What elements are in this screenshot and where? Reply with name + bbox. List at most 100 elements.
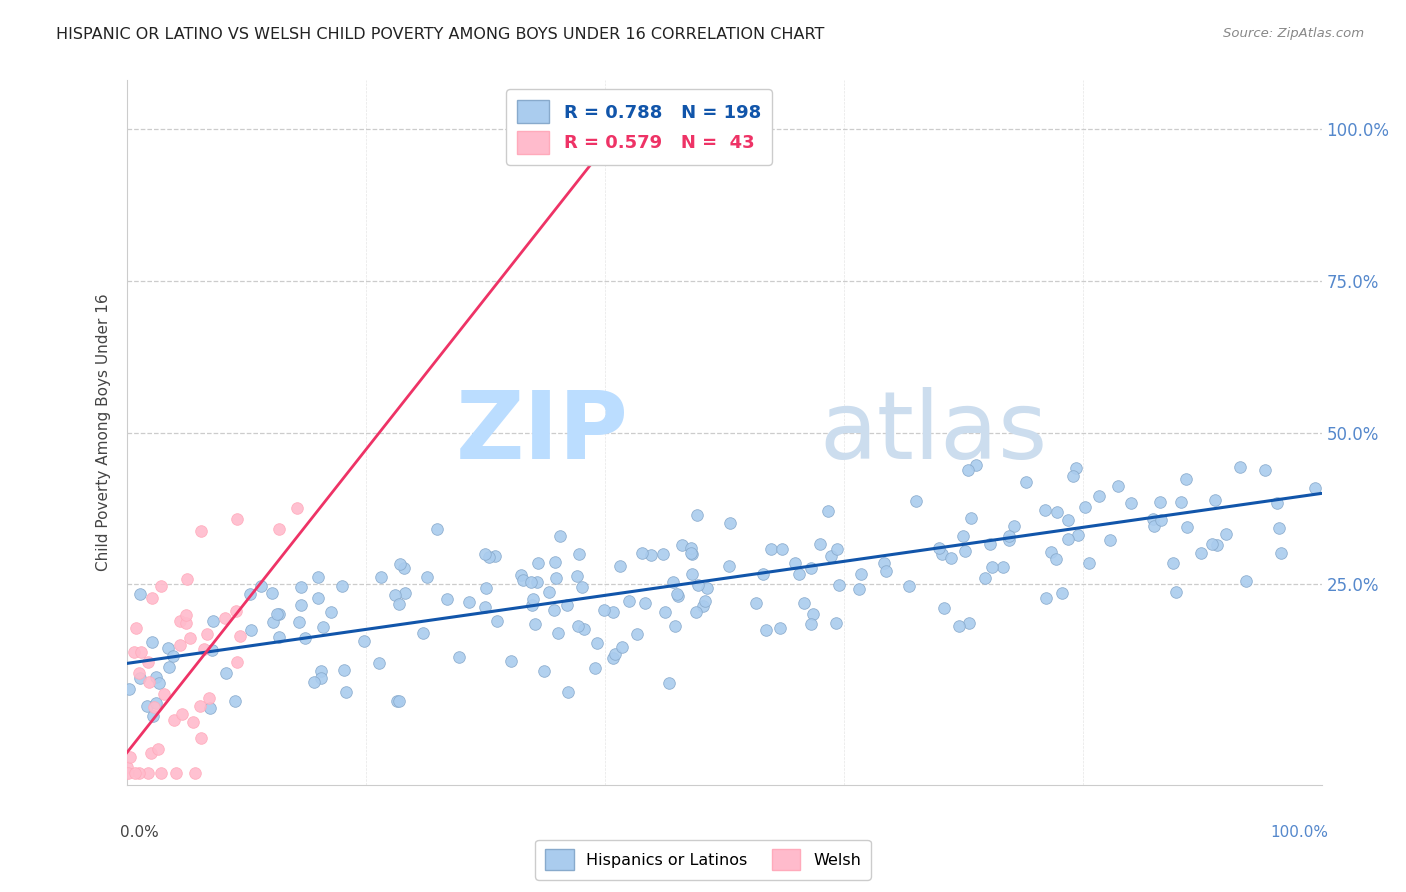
Point — [307, 591, 329, 605]
Point — [148, 676, 170, 690]
Point — [512, 573, 534, 587]
Point — [557, 685, 579, 699]
Point — [769, 621, 792, 635]
Point — [145, 696, 167, 710]
Point — [150, 765, 173, 780]
Point — [117, 765, 139, 780]
Point — [1149, 513, 1171, 527]
Point — [188, 698, 211, 713]
Text: Source: ZipAtlas.com: Source: ZipAtlas.com — [1223, 27, 1364, 40]
Point — [537, 585, 560, 599]
Point — [179, 631, 201, 645]
Point — [793, 596, 815, 610]
Point — [198, 700, 221, 714]
Point — [225, 655, 247, 669]
Point — [1002, 519, 1025, 533]
Point — [665, 587, 688, 601]
Point — [290, 580, 312, 594]
Point — [1170, 494, 1192, 508]
Point — [269, 630, 291, 644]
Point — [193, 641, 215, 656]
Point — [333, 663, 356, 677]
Point — [932, 601, 955, 615]
Point — [1035, 591, 1057, 606]
Point — [634, 596, 657, 610]
Point — [394, 585, 416, 599]
Point — [808, 537, 831, 551]
Point — [965, 458, 987, 473]
Y-axis label: Child Poverty Among Boys Under 16: Child Poverty Among Boys Under 16 — [96, 293, 111, 572]
Point — [385, 694, 408, 708]
Legend: Hispanics or Latinos, Welsh: Hispanics or Latinos, Welsh — [536, 840, 870, 880]
Point — [1077, 556, 1099, 570]
Point — [152, 687, 174, 701]
Point — [201, 642, 224, 657]
Point — [1189, 546, 1212, 560]
Point — [146, 742, 169, 756]
Point — [974, 571, 997, 585]
Point — [905, 494, 928, 508]
Point — [567, 619, 589, 633]
Point — [294, 631, 316, 645]
Point — [162, 649, 184, 664]
Point — [214, 611, 236, 625]
Point — [392, 561, 415, 575]
Point — [957, 616, 980, 631]
Point — [800, 617, 823, 632]
Point — [692, 599, 714, 613]
Point — [1074, 500, 1097, 514]
Point — [979, 537, 1001, 551]
Point — [115, 760, 138, 774]
Point — [654, 605, 676, 619]
Point — [1229, 460, 1251, 475]
Point — [787, 566, 810, 581]
Point — [1046, 505, 1069, 519]
Point — [1201, 536, 1223, 550]
Point — [718, 558, 741, 573]
Point — [136, 765, 159, 780]
Point — [388, 694, 411, 708]
Point — [1161, 556, 1184, 570]
Point — [190, 731, 212, 745]
Point — [141, 635, 163, 649]
Point — [174, 608, 197, 623]
Point — [285, 500, 308, 515]
Point — [800, 561, 823, 575]
Point — [572, 622, 595, 636]
Point — [998, 528, 1021, 542]
Point — [1062, 469, 1084, 483]
Point — [547, 626, 569, 640]
Point — [1206, 538, 1229, 552]
Point — [619, 594, 641, 608]
Point — [1204, 493, 1226, 508]
Point — [546, 571, 568, 585]
Point — [143, 700, 166, 714]
Point — [565, 568, 588, 582]
Point — [311, 620, 333, 634]
Point — [630, 546, 652, 560]
Point — [1057, 513, 1080, 527]
Point — [991, 560, 1014, 574]
Point — [696, 581, 718, 595]
Point — [224, 694, 246, 708]
Point — [319, 605, 342, 619]
Point — [685, 605, 707, 619]
Point — [640, 548, 662, 562]
Point — [652, 547, 675, 561]
Point — [1064, 461, 1087, 475]
Point — [118, 681, 141, 696]
Point — [474, 581, 496, 595]
Point — [585, 661, 607, 675]
Point — [384, 588, 406, 602]
Point — [952, 529, 974, 543]
Point — [486, 614, 509, 628]
Point — [544, 555, 567, 569]
Point — [693, 594, 716, 608]
Point — [825, 616, 848, 631]
Point — [770, 541, 793, 556]
Point — [1175, 520, 1198, 534]
Point — [174, 616, 197, 631]
Point — [165, 765, 187, 780]
Point — [820, 549, 842, 563]
Point — [686, 508, 709, 522]
